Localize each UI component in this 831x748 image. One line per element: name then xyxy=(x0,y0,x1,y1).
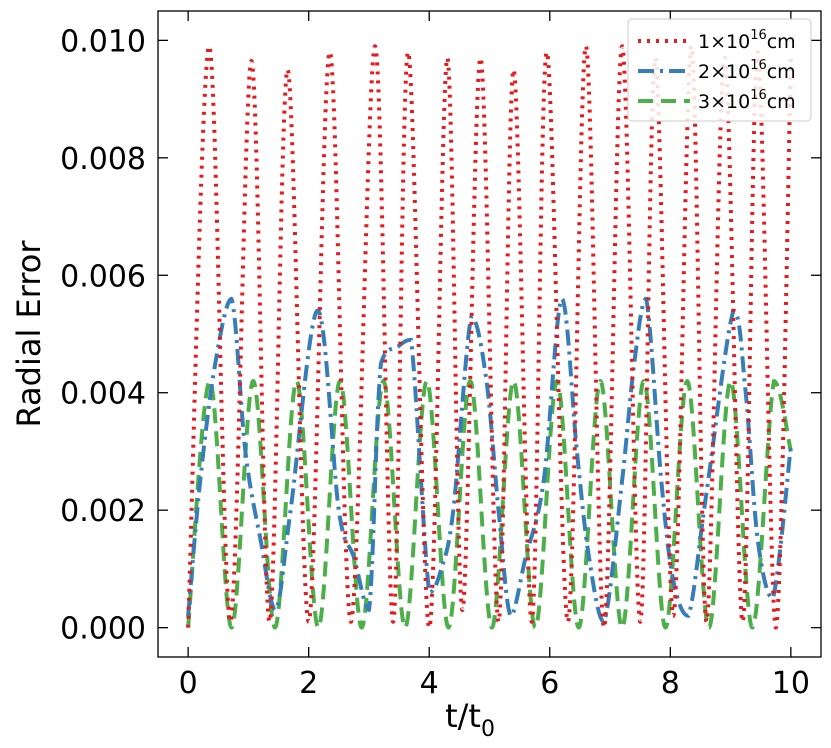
y-tick-label: 0.010 xyxy=(60,24,146,59)
x-tick-label: 0 xyxy=(179,666,198,701)
y-tick-label: 0.006 xyxy=(60,259,146,294)
y-axis-title: Radial Error xyxy=(10,240,48,428)
x-axis-title-main: t/t xyxy=(445,697,481,735)
x-axis-title: t/t0 xyxy=(445,697,495,742)
x-tick-label: 2 xyxy=(299,666,318,701)
series-line-1 xyxy=(186,44,793,630)
y-tick-label: 0.000 xyxy=(60,612,146,647)
x-tick-label: 8 xyxy=(661,666,680,701)
legend-label-1: 1×1016cm xyxy=(698,28,796,53)
y-tick-label: 0.002 xyxy=(60,494,146,529)
x-tick-label: 6 xyxy=(540,666,559,701)
x-tick-label: 10 xyxy=(772,666,810,701)
legend-label-2: 2×1016cm xyxy=(698,58,796,83)
legend-label-3: 3×1016cm xyxy=(698,88,796,113)
plot-frame xyxy=(157,10,822,658)
x-tick-label: 4 xyxy=(420,666,439,701)
ticks-layer: 0 2 4 6 8 10 0.000 0.002 0.004 0.006 0.008 0.010 xyxy=(60,11,821,701)
y-tick-label: 0.008 xyxy=(60,142,146,177)
series-line-3 xyxy=(186,379,793,630)
series-line-2 xyxy=(186,296,793,624)
y-tick-label: 0.004 xyxy=(60,377,146,412)
series-layer xyxy=(186,44,793,630)
legend-box xyxy=(627,18,812,122)
x-axis-title-sub: 0 xyxy=(481,717,495,742)
legend: 1×1016cm 2×1016cm 3×1016cm xyxy=(627,18,812,122)
